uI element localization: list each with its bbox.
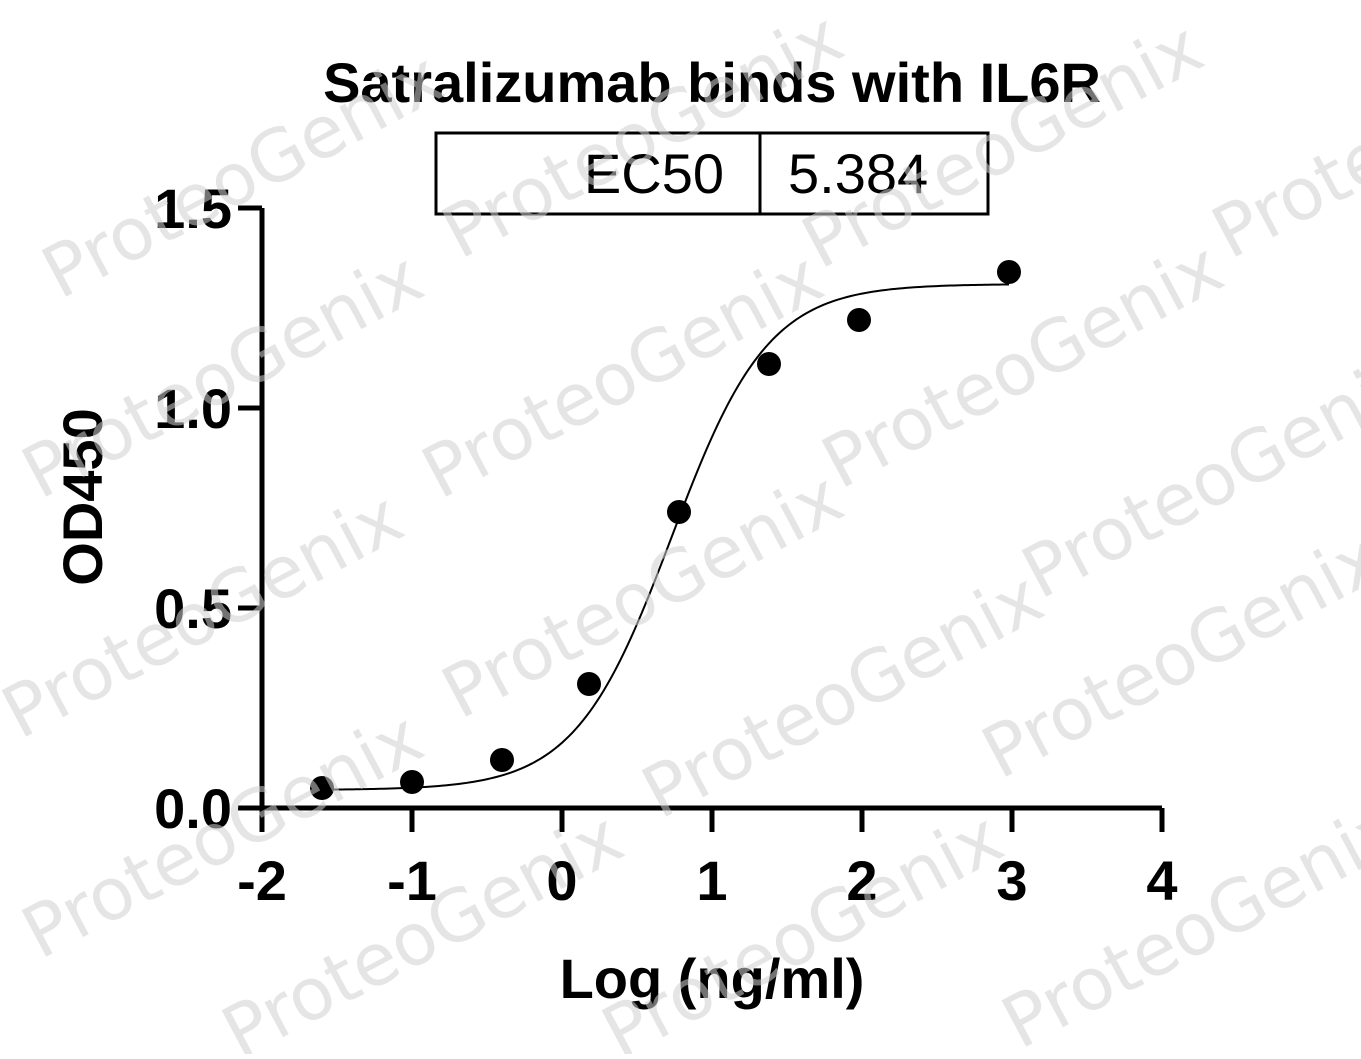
fit-curve bbox=[321, 283, 1010, 791]
ec50-value: 5.384 bbox=[788, 142, 928, 205]
x-tick-label: 2 bbox=[846, 849, 877, 912]
y-tick-label: 1.0 bbox=[154, 377, 232, 440]
ec50-label: EC50 bbox=[584, 142, 724, 205]
y-ticks: 0.0 0.5 1.0 1.5 bbox=[154, 177, 262, 840]
watermark-text: ProteoGenix bbox=[589, 795, 1016, 1054]
data-point bbox=[667, 500, 691, 524]
x-tick-label: 4 bbox=[1146, 849, 1177, 912]
x-tick-label: -1 bbox=[387, 849, 437, 912]
watermark-text: ProteoGenix bbox=[989, 785, 1361, 1054]
y-axis-title: OD450 bbox=[51, 408, 114, 585]
y-tick-label: 1.5 bbox=[154, 177, 232, 240]
y-tick-label: 0.0 bbox=[154, 777, 232, 840]
watermark-text: ProteoGenix bbox=[429, 0, 856, 275]
data-point bbox=[997, 260, 1021, 284]
x-tick-label: 0 bbox=[546, 849, 577, 912]
data-points bbox=[310, 260, 1021, 800]
x-tick-label: 3 bbox=[996, 849, 1027, 912]
x-axis-title: Log (ng/ml) bbox=[560, 947, 865, 1010]
ec50-table-border bbox=[434, 131, 990, 216]
data-point bbox=[400, 770, 424, 794]
ec50-table: EC50 5.384 bbox=[434, 131, 990, 216]
chart-title: Satralizumab binds with IL6R bbox=[323, 51, 1101, 114]
y-tick-label: 0.5 bbox=[154, 577, 232, 640]
x-tick-label: -2 bbox=[237, 849, 287, 912]
data-point bbox=[757, 352, 781, 376]
data-point bbox=[577, 672, 601, 696]
data-point bbox=[847, 308, 871, 332]
x-tick-label: 1 bbox=[696, 849, 727, 912]
data-point bbox=[490, 748, 514, 772]
x-ticks: -2 -1 0 1 2 3 4 bbox=[237, 808, 1178, 912]
watermark-text: ProteoGenix bbox=[1199, 0, 1361, 275]
data-point bbox=[310, 776, 334, 800]
